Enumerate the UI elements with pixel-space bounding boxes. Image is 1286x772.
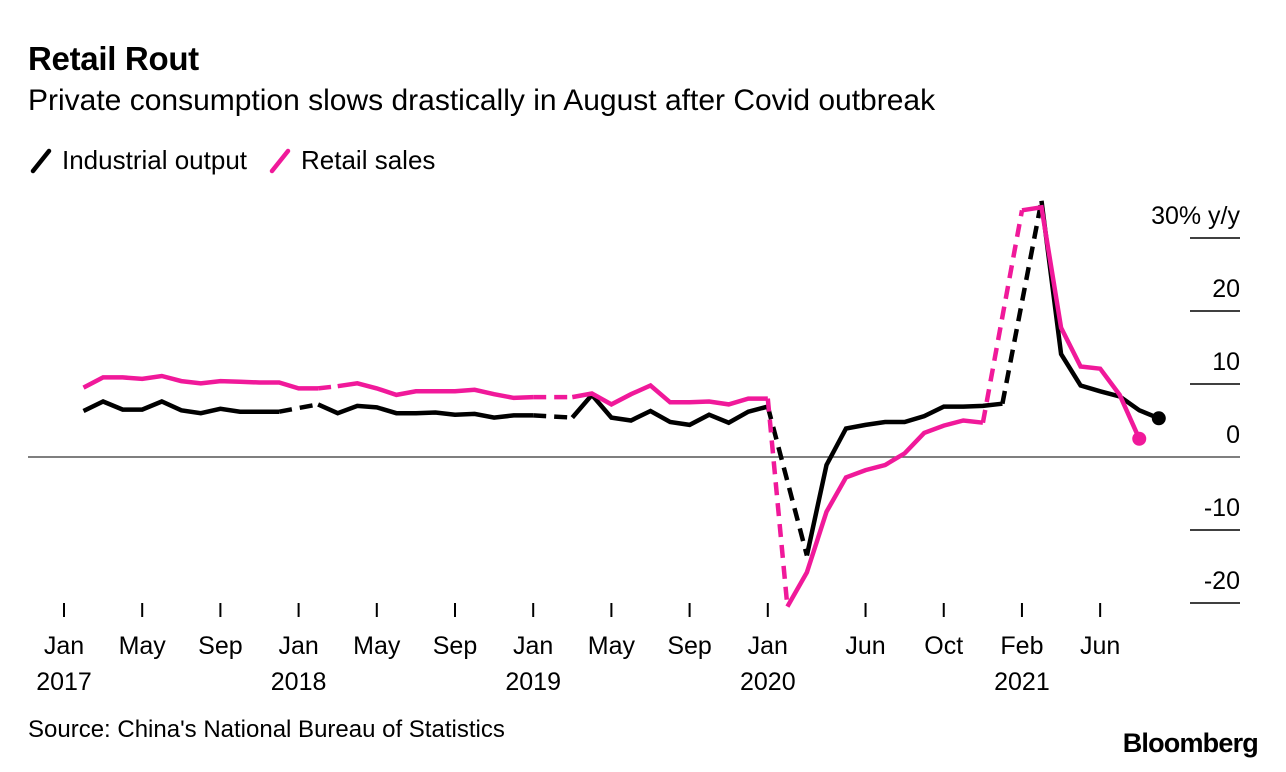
y-tick-label: -10	[1204, 494, 1240, 522]
x-tick-label: May	[119, 632, 167, 660]
legend-item-retail-sales: Retail sales	[269, 145, 435, 176]
x-tick-label: Sep	[667, 632, 711, 660]
series-line-industrial-output-dashed	[1000, 200, 1044, 405]
series-line-industrial-output-solid	[1039, 200, 1160, 421]
chart-subtitle: Private consumption slows drastically in…	[28, 84, 936, 117]
x-tick-label: Jun	[845, 632, 885, 660]
series-line-retail-sales-dashed	[980, 209, 1025, 424]
y-gridlines	[28, 237, 1240, 604]
x-tick-label: Jan	[748, 632, 788, 660]
x-tick-label: Feb	[1000, 632, 1043, 660]
end-point-industrial-output	[1151, 411, 1166, 426]
x-tick-label: May	[353, 632, 401, 660]
series-line-retail-sales-solid	[785, 418, 984, 608]
legend-swatch-industrial-icon	[30, 147, 52, 175]
series-line-industrial-output-solid	[317, 402, 534, 420]
y-tick-label: -20	[1204, 567, 1240, 595]
x-tick-label: Sep	[433, 632, 477, 660]
series-line-industrial-output-dashed	[765, 406, 810, 557]
x-axis-ticks: Jan 2017 May Sep Jan 2018 May Sep Jan 2019 May Sep J…	[36, 603, 1120, 696]
series-industrial-output	[82, 200, 1166, 557]
legend-label-industrial-output: Industrial output	[62, 145, 248, 175]
series-line-retail-sales-dashed	[317, 383, 338, 391]
bloomberg-logo: Bloomberg	[1122, 728, 1259, 758]
x-tick-year: 2017	[36, 668, 92, 696]
series-line-industrial-output-solid	[570, 391, 769, 428]
x-tick-label: Jun	[1080, 632, 1120, 660]
x-tick-year: 2019	[505, 668, 561, 696]
y-tick-labels: 30% y/y 20 10 0 -10 -20	[1151, 202, 1240, 595]
series-line-industrial-output-dashed	[533, 413, 573, 420]
series-line-retail-sales-solid	[82, 373, 319, 391]
series-retail-sales	[82, 204, 1147, 608]
y-tick-label: 0	[1226, 421, 1240, 449]
x-tick-year: 2021	[994, 668, 1050, 696]
x-tick-label: Jan	[278, 632, 318, 660]
chart-title: Retail Rout	[28, 40, 199, 77]
series-line-retail-sales-solid	[1021, 204, 1142, 440]
legend-item-industrial-output: Industrial output	[30, 145, 247, 176]
y-tick-label: 10	[1212, 348, 1240, 376]
legend: Industrial output Retail sales	[30, 145, 457, 176]
legend-label-retail-sales: Retail sales	[301, 145, 436, 175]
end-point-retail-sales	[1132, 431, 1147, 446]
y-tick-label: 30% y/y	[1151, 202, 1240, 230]
series-line-industrial-output-dashed	[278, 402, 319, 414]
series-line-retail-sales-solid	[571, 382, 768, 407]
series-lines	[82, 200, 1166, 608]
x-tick-label: May	[588, 632, 636, 660]
x-tick-label: Sep	[198, 632, 242, 660]
series-line-retail-sales-solid	[337, 381, 534, 401]
y-tick-label: 20	[1212, 275, 1240, 303]
x-tick-year: 2020	[740, 668, 796, 696]
legend-swatch-retail-icon	[269, 147, 291, 175]
source-note: Source: China's National Bureau of Stati…	[28, 716, 505, 743]
x-tick-label: Jan	[44, 632, 84, 660]
series-line-industrial-output-solid	[82, 399, 280, 416]
x-tick-year: 2018	[271, 668, 327, 696]
series-line-retail-sales-dashed	[765, 398, 790, 607]
x-tick-label: Jan	[513, 632, 553, 660]
x-tick-label: Oct	[924, 632, 963, 660]
series-line-industrial-output-solid	[804, 401, 1003, 556]
